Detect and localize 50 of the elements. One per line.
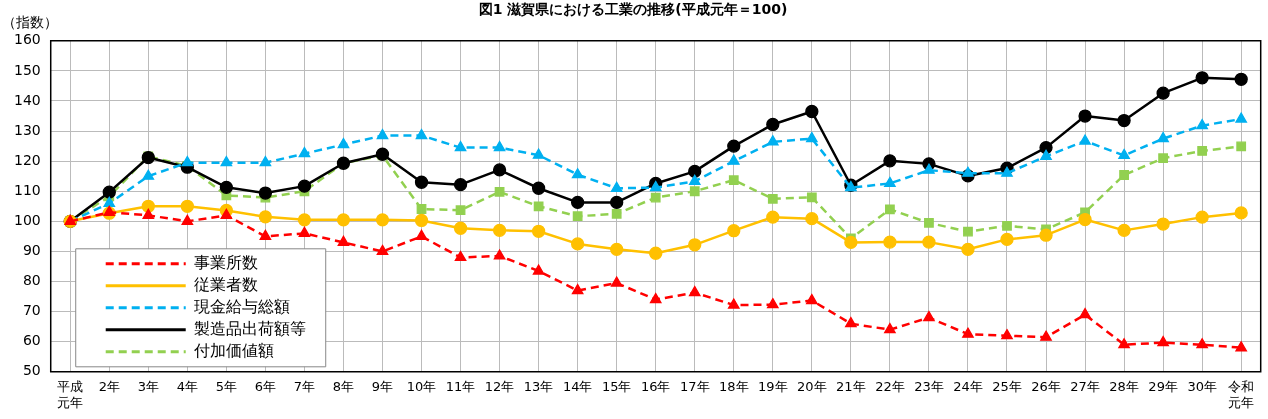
x-tick-label: 24年 [953, 378, 983, 394]
y-tick-label: 60 [22, 332, 41, 349]
x-tick-label: 11年 [445, 378, 476, 394]
y-tick-label: 130 [13, 121, 41, 138]
y-tick-label: 50 [22, 362, 41, 379]
x-tick-label: 12年 [484, 378, 515, 394]
y-tick-label: 110 [13, 181, 41, 198]
x-tick-label: 27年 [1070, 378, 1100, 394]
x-tick-label: 20年 [797, 378, 827, 394]
x-tick-label: 7年 [293, 378, 316, 394]
y-tick-label: 100 [13, 211, 41, 228]
x-tick-label: 3年 [137, 378, 159, 394]
x-tick-label: 21年 [836, 378, 866, 394]
y-tick-label: 150 [13, 61, 41, 78]
chart-title: 図1 滋賀県における工業の推移(平成元年＝100) [478, 1, 788, 18]
x-tick-label: 23年 [914, 378, 944, 394]
y-tick-label: 70 [22, 302, 41, 319]
x-tick-label: 令和元年 [1228, 378, 1255, 410]
x-tick-label: 9年 [371, 378, 394, 394]
x-tick-label: 29年 [1148, 378, 1178, 394]
x-tick-label: 5年 [215, 378, 237, 394]
y-tick-label: 160 [13, 31, 41, 48]
x-tick-label: 13年 [523, 378, 554, 394]
x-tick-label: 10年 [406, 378, 437, 394]
legend-label: 従業者数 [193, 274, 258, 294]
x-tick-label: 17年 [679, 378, 710, 394]
x-tick-label: 26年 [1031, 378, 1061, 394]
y-tick-label: 80 [22, 272, 41, 289]
legend-label: 事業所数 [193, 252, 258, 272]
x-tick-label: 19年 [758, 378, 788, 394]
x-tick-label: 平成元年 [57, 378, 84, 410]
x-tick-label: 28年 [1109, 378, 1139, 394]
legend-label: 付加価値額 [192, 340, 274, 360]
x-tick-label: 6年 [254, 378, 277, 394]
x-tick-label: 15年 [601, 378, 632, 394]
x-tick-label: 22年 [875, 378, 905, 394]
x-tick-label: 14年 [562, 378, 593, 394]
x-tick-label: 18年 [719, 378, 749, 394]
x-tick-label: 30年 [1187, 378, 1217, 394]
y-tick-label: 90 [22, 242, 41, 259]
x-tick-label: 2年 [98, 378, 120, 394]
y-axis-title: （指数） [2, 14, 58, 31]
x-tick-label: 25年 [992, 378, 1022, 394]
y-tick-label: 120 [13, 151, 41, 168]
legend-label: 現金給与総額 [193, 296, 290, 316]
x-tick-label: 8年 [332, 378, 355, 394]
x-tick-label: 16年 [640, 378, 671, 394]
legend-label: 製造品出荷額等 [193, 318, 306, 338]
y-tick-label: 140 [13, 91, 41, 108]
x-tick-label: 4年 [176, 378, 198, 394]
